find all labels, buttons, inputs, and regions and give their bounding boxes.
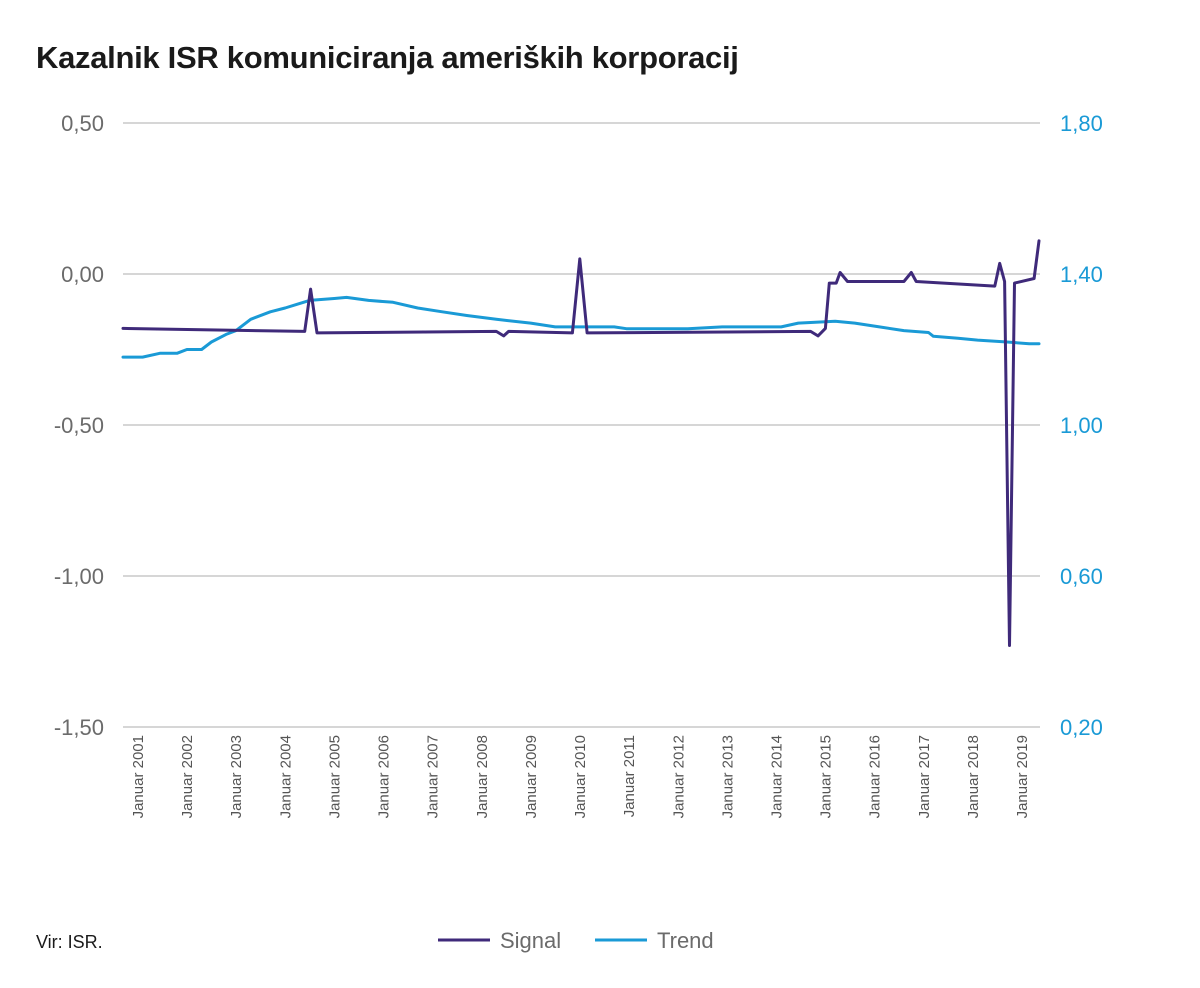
x-tick-label: Januar 2009	[523, 735, 540, 818]
legend-label-signal: Signal	[500, 928, 561, 953]
right-tick-label: 1,80	[1060, 111, 1103, 136]
series-signal-line	[121, 239, 1041, 647]
x-tick-label: Januar 2010	[572, 735, 589, 818]
x-tick-label: Januar 2016	[867, 735, 884, 818]
left-tick-label: -0,50	[54, 413, 104, 438]
right-tick-label: 0,20	[1060, 715, 1103, 740]
x-tick-label: Januar 2001	[130, 735, 147, 818]
x-tick-label: Januar 2007	[425, 735, 442, 818]
right-axis-ticks: 1,80 1,40 1,00 0,60 0,20	[1060, 111, 1103, 740]
legend-label-trend: Trend	[657, 928, 714, 953]
x-tick-label: Januar 2011	[621, 735, 638, 817]
chart-title: Kazalnik ISR komuniciranja ameriških kor…	[36, 40, 739, 75]
x-tick-label: Januar 2015	[818, 735, 835, 818]
x-tick-label: Januar 2014	[769, 735, 786, 818]
x-tick-label: Januar 2008	[474, 735, 491, 818]
left-axis-ticks: 0,50 0,00 -0,50 -1,00 -1,50	[54, 111, 104, 740]
x-tick-label: Januar 2013	[719, 735, 736, 818]
x-tick-label: Januar 2002	[179, 735, 196, 818]
right-tick-label: 1,00	[1060, 413, 1103, 438]
series-trend-line	[121, 295, 1041, 359]
left-tick-label: -1,00	[54, 564, 104, 589]
left-tick-label: 0,00	[61, 262, 104, 287]
gridlines	[123, 122, 1040, 728]
right-tick-label: 1,40	[1060, 262, 1103, 287]
right-tick-label: 0,60	[1060, 564, 1103, 589]
x-tick-label: Januar 2012	[670, 735, 687, 818]
x-tick-label: Januar 2006	[376, 735, 393, 818]
legend: Signal Trend	[438, 928, 714, 953]
x-tick-label: Januar 2017	[916, 735, 933, 818]
x-tick-label: Januar 2019	[1014, 735, 1031, 818]
source-note: Vir: ISR.	[36, 932, 103, 952]
series-lines	[121, 239, 1041, 647]
x-tick-label: Januar 2005	[327, 735, 344, 818]
x-tick-label: Januar 2018	[965, 735, 982, 818]
x-axis-ticks: Januar 2001 Januar 2002 Januar 2003 Januar …	[130, 735, 1031, 818]
x-tick-label: Januar 2003	[228, 735, 245, 818]
left-tick-label: 0,50	[61, 111, 104, 136]
left-tick-label: -1,50	[54, 715, 104, 740]
x-tick-label: Januar 2004	[277, 735, 294, 818]
